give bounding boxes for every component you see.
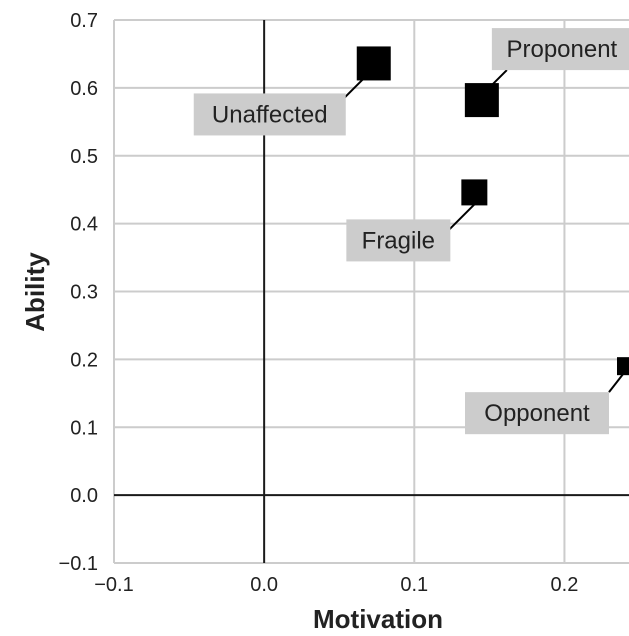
point-label: Proponent	[506, 36, 617, 63]
point-label: Opponent	[484, 400, 590, 427]
x-axis-title: Motivation	[313, 604, 443, 634]
y-tick-label: 0.5	[70, 146, 98, 168]
label-box	[346, 219, 451, 262]
point-marker	[356, 46, 391, 81]
point-opponent: Opponent	[464, 357, 629, 435]
x-tick-label: 0.0	[250, 574, 278, 596]
leader-line	[608, 373, 624, 393]
point-label: Unaffected	[212, 101, 328, 128]
x-tick-labels: −0.1 0.0 0.1 0.2	[94, 574, 578, 596]
leader-line	[448, 203, 476, 231]
point-marker	[616, 357, 629, 376]
grid	[113, 19, 629, 564]
y-tick-label: −0.1	[59, 553, 98, 575]
point-fragile: Fragile	[346, 179, 488, 262]
label-box	[464, 392, 609, 435]
y-axis-title: Ability	[20, 252, 50, 332]
point-label: Fragile	[362, 227, 435, 254]
x-tick-label: 0.2	[551, 574, 579, 596]
point-proponent: Proponent	[464, 28, 629, 118]
y-tick-label: 0.0	[70, 485, 98, 507]
data-points: Unaffected Proponent Fragile Opponent	[193, 28, 629, 435]
x-tick-label: 0.1	[400, 574, 428, 596]
point-marker	[461, 179, 488, 206]
y-tick-labels: 0.7 0.6 0.5 0.4 0.3 0.2 0.1 0.0 −0.1	[59, 10, 98, 575]
label-box	[193, 93, 346, 136]
y-tick-label: 0.6	[70, 78, 98, 100]
y-tick-label: 0.2	[70, 349, 98, 371]
y-tick-label: 0.4	[70, 214, 98, 236]
x-tick-label: −0.1	[94, 574, 133, 596]
label-box	[491, 28, 629, 71]
y-tick-label: 0.7	[70, 10, 98, 32]
y-tick-label: 0.1	[70, 417, 98, 439]
point-unaffected: Unaffected	[193, 46, 391, 136]
leader-line	[491, 69, 508, 86]
point-marker	[464, 83, 499, 118]
y-tick-label: 0.3	[70, 282, 98, 304]
